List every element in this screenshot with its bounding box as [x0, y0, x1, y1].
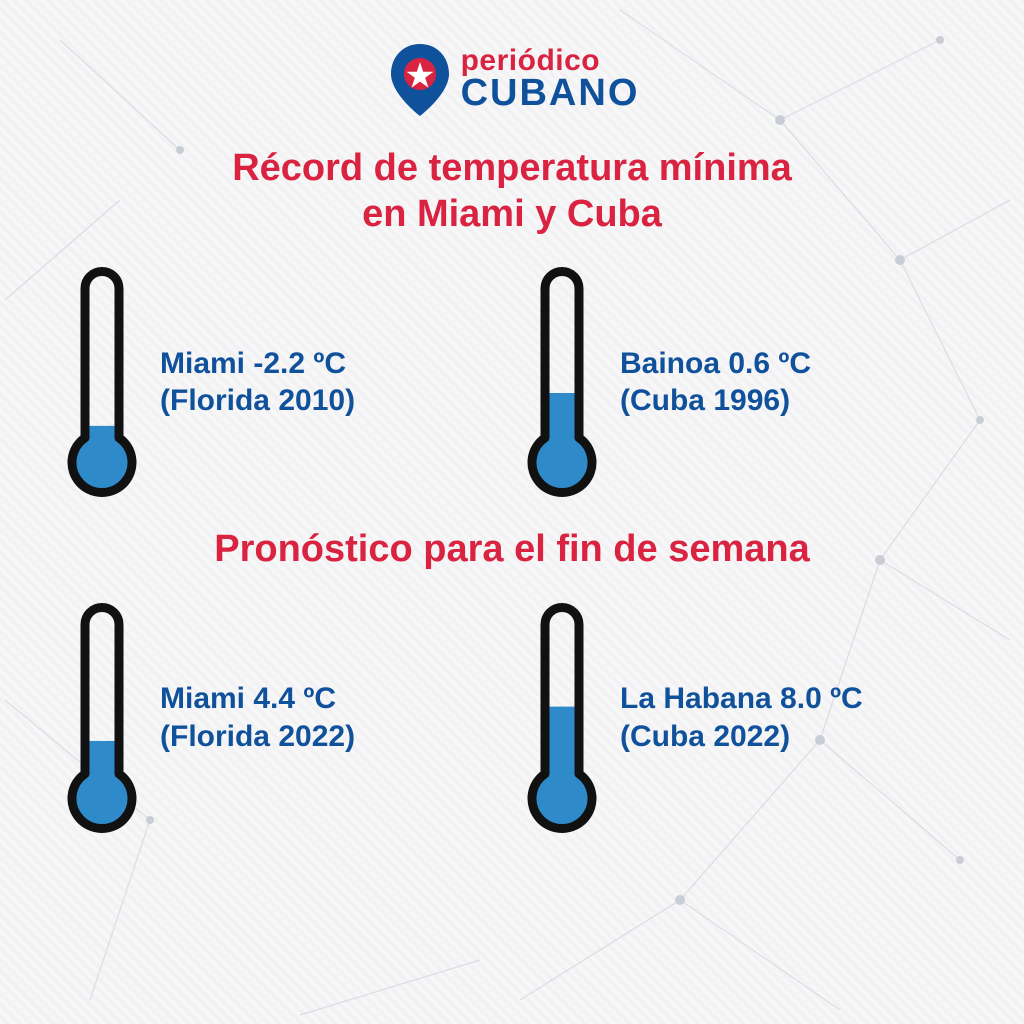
temp-line2: (Florida 2022) — [160, 720, 355, 753]
thermometer-icon — [62, 603, 142, 833]
thermometer-icon — [522, 267, 602, 497]
section2-title: Pronóstico para el fin de semana — [214, 527, 810, 573]
thermometer-icon — [62, 267, 142, 497]
temp-line2: (Cuba 2022) — [620, 720, 790, 753]
section1-title-line2: en Miami y Cuba — [362, 193, 662, 235]
thermometer-icon — [522, 603, 602, 833]
section2-item-0: Miami 4.4 ºC (Florida 2022) — [62, 603, 502, 833]
temp-line2: (Cuba 1996) — [620, 384, 790, 417]
section1-item-0: Miami -2.2 ºC (Florida 2010) — [62, 267, 502, 497]
section1-row: Miami -2.2 ºC (Florida 2010) Bainoa 0.6 … — [0, 267, 1024, 497]
logo-line2: CUBANO — [461, 75, 640, 111]
content: periódico CUBANO Récord de temperatura m… — [0, 0, 1024, 1024]
temp-label: Miami -2.2 ºC (Florida 2010) — [160, 345, 355, 420]
temp-line1: Miami 4.4 ºC — [160, 682, 336, 715]
section1-item-1: Bainoa 0.6 ºC (Cuba 1996) — [522, 267, 962, 497]
section1-title-line1: Récord de temperatura mínima — [232, 147, 792, 189]
section1-title: Récord de temperatura mínima en Miami y … — [232, 146, 792, 237]
temp-line1: La Habana 8.0 ºC — [620, 682, 863, 715]
temp-label: Bainoa 0.6 ºC (Cuba 1996) — [620, 345, 811, 420]
logo-text: periódico CUBANO — [461, 47, 640, 112]
temp-line1: Bainoa 0.6 ºC — [620, 347, 811, 380]
temp-line2: (Florida 2010) — [160, 384, 355, 417]
temp-label: Miami 4.4 ºC (Florida 2022) — [160, 680, 355, 755]
logo-pin-icon — [385, 40, 455, 118]
temp-label: La Habana 8.0 ºC (Cuba 2022) — [620, 680, 863, 755]
logo: periódico CUBANO — [385, 40, 640, 118]
logo-line1: periódico — [461, 47, 640, 76]
section2-item-1: La Habana 8.0 ºC (Cuba 2022) — [522, 603, 962, 833]
section2-row: Miami 4.4 ºC (Florida 2022) La Habana 8.… — [0, 603, 1024, 833]
temp-line1: Miami -2.2 ºC — [160, 347, 346, 380]
